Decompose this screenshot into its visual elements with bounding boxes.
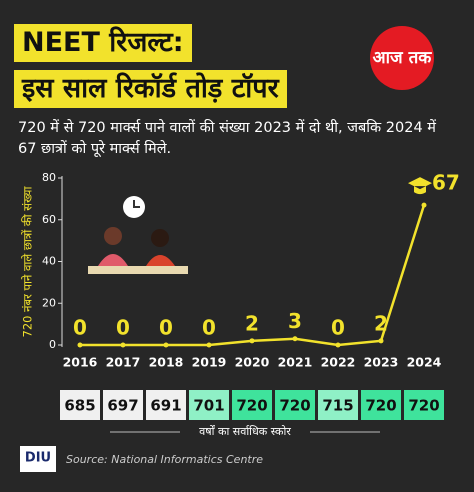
score-box — [232, 390, 272, 420]
x-tick-label: 2023 — [364, 355, 399, 370]
clock-hands — [133, 200, 140, 208]
data-label: 2 — [374, 311, 388, 335]
data-point — [77, 342, 83, 348]
data-point — [206, 342, 212, 348]
diu-logo-box — [20, 446, 56, 472]
title-line: इस साल रिकॉर्ड तोड़ टॉपर — [14, 70, 287, 108]
x-tick-label: 2022 — [321, 355, 356, 370]
student-illustration — [98, 254, 128, 266]
data-point — [120, 342, 126, 348]
logo-badge — [370, 26, 434, 90]
score-value: 701 — [193, 397, 224, 415]
data-label: 0 — [116, 316, 130, 340]
y-tick-label: 60 — [42, 213, 56, 226]
score-value: 720 — [365, 397, 396, 415]
data-label: 0 — [331, 316, 345, 340]
x-tick-label: 2024 — [407, 355, 442, 370]
score-box — [275, 390, 315, 420]
student-illustration — [104, 227, 122, 245]
logo: आज तक — [373, 48, 433, 68]
score-value: 720 — [236, 397, 267, 415]
score-box — [318, 390, 358, 420]
x-tick-label: 2021 — [278, 355, 313, 370]
diu-logo: DIU — [25, 451, 51, 466]
x-tick-label: 2018 — [149, 355, 184, 370]
x-tick-label: 2020 — [235, 355, 270, 370]
score-value: 685 — [64, 397, 95, 415]
data-point — [163, 342, 169, 348]
title-line: NEET रिजल्ट: — [14, 24, 192, 62]
subtitle: 720 में से 720 मार्क्स पाने वालों की संख… — [18, 120, 436, 157]
source: Source: National Informatics Centre — [66, 453, 263, 466]
student-illustration — [146, 255, 175, 266]
data-point — [292, 336, 298, 342]
score-box — [60, 390, 100, 420]
score-value: 720 — [408, 397, 439, 415]
data-point — [335, 342, 341, 348]
desk-illustration — [88, 266, 188, 274]
table-caption: वर्षों का सर्वाधिक स्कोर — [199, 425, 291, 438]
score-box — [189, 390, 229, 420]
student-illustration — [151, 229, 169, 247]
score-value: 715 — [322, 397, 353, 415]
data-label: 2 — [245, 311, 259, 335]
y-tick-label: 0 — [49, 338, 56, 351]
score-value: 691 — [150, 397, 181, 415]
score-box — [103, 390, 143, 420]
data-point — [249, 338, 255, 344]
score-value: 720 — [279, 397, 310, 415]
x-tick-label: 2016 — [63, 355, 98, 370]
score-value: 697 — [107, 397, 138, 415]
data-point — [378, 338, 384, 344]
cap-icon — [408, 177, 432, 195]
data-label: 67 — [432, 171, 460, 195]
score-box — [146, 390, 186, 420]
y-tick-label: 20 — [42, 296, 56, 309]
data-label: 0 — [202, 316, 216, 340]
data-label: 0 — [159, 316, 173, 340]
score-box — [404, 390, 444, 420]
x-tick-label: 2017 — [106, 355, 141, 370]
y-axis-label: 720 नंबर पाने वाले छात्रों की संख्या — [21, 186, 35, 338]
y-tick-label: 40 — [42, 255, 56, 268]
score-box — [361, 390, 401, 420]
y-tick-label: 80 — [42, 171, 56, 184]
data-point — [421, 202, 427, 208]
x-tick-label: 2019 — [192, 355, 227, 370]
data-label: 0 — [73, 316, 87, 340]
data-label: 3 — [288, 309, 302, 333]
